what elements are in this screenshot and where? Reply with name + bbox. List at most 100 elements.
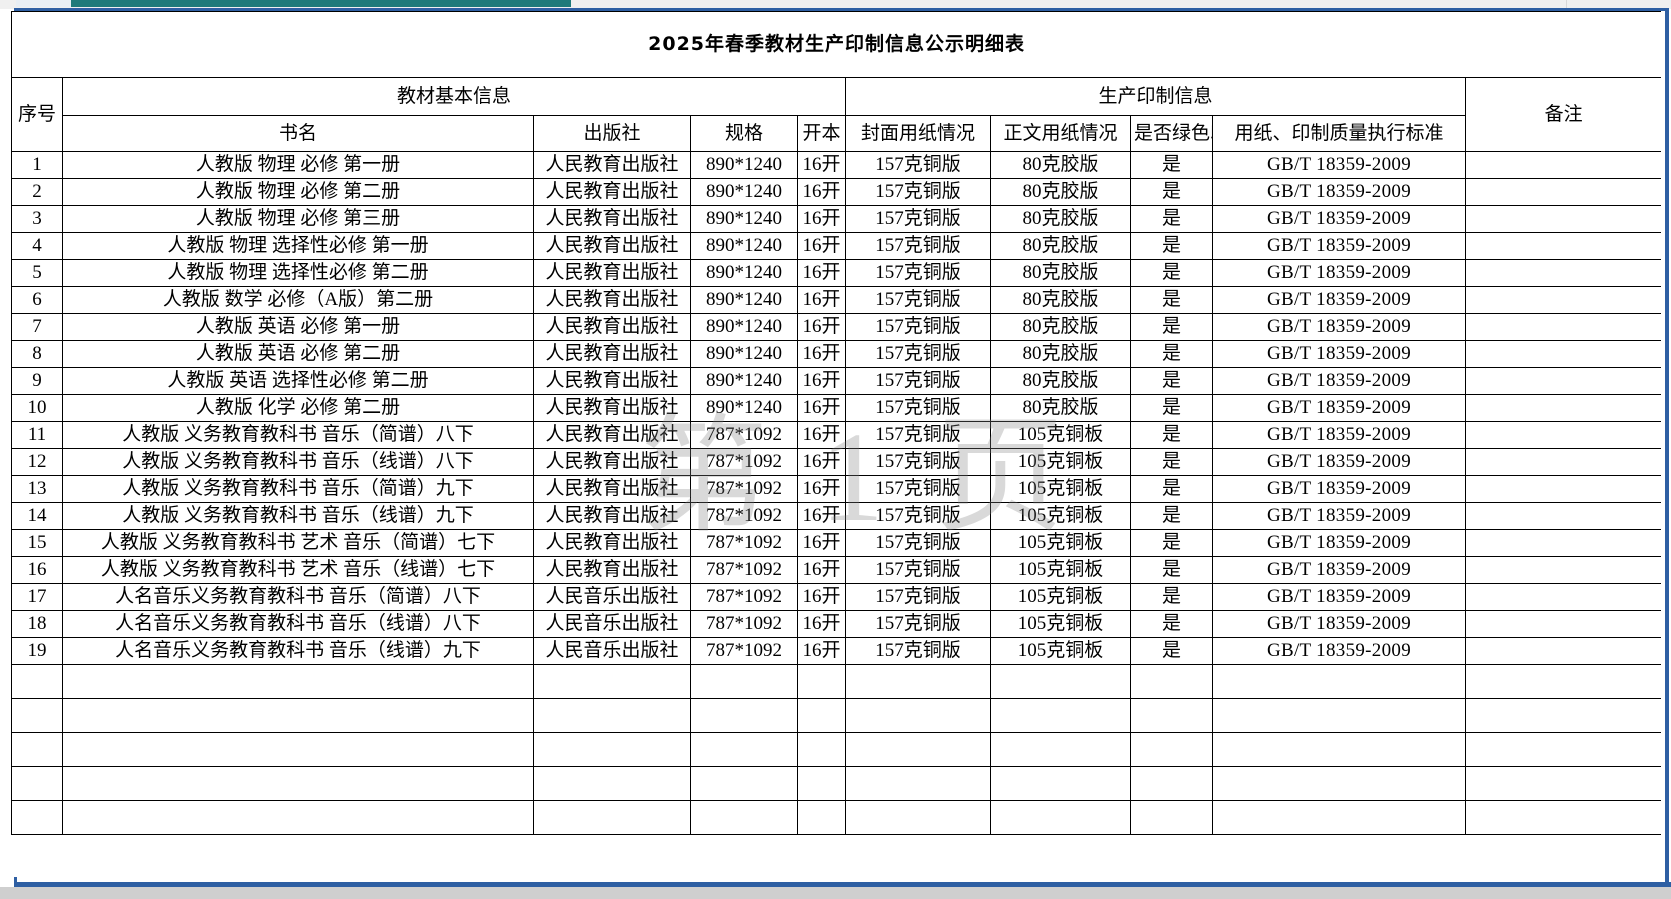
row-spec[interactable]: 787*1092	[690, 502, 798, 530]
row-note[interactable]	[1464, 610, 1661, 638]
row-quality-standard[interactable]: GB/T 18359-2009	[1212, 502, 1466, 530]
row-quality-standard[interactable]: GB/T 18359-2009	[1212, 340, 1466, 368]
row-index[interactable]: 3	[11, 205, 63, 233]
row-publisher[interactable]: 人民教育出版社	[533, 394, 691, 422]
row-book-name[interactable]: 人教版 物理 选择性必修 第一册	[62, 232, 534, 260]
row-note[interactable]	[1464, 502, 1661, 530]
row-green-print[interactable]: 是	[1130, 556, 1213, 584]
empty-cell[interactable]	[797, 732, 846, 767]
table-row[interactable]: 3 人教版 物理 必修 第三册 人民教育出版社 890*1240 16开 157克铜版 80…	[11, 205, 1661, 233]
row-publisher[interactable]: 人民教育出版社	[533, 340, 691, 368]
row-open-size[interactable]: 16开	[797, 421, 846, 449]
table-row[interactable]: 5 人教版 物理 选择性必修 第二册 人民教育出版社 890*1240 16开 157克铜…	[11, 259, 1661, 287]
row-index[interactable]: 11	[11, 421, 63, 449]
empty-cell[interactable]	[1212, 800, 1466, 835]
row-open-size[interactable]: 16开	[797, 448, 846, 476]
row-publisher[interactable]: 人民教育出版社	[533, 475, 691, 503]
empty-cell[interactable]	[1464, 800, 1661, 835]
row-spec[interactable]: 890*1240	[690, 367, 798, 395]
row-book-name[interactable]: 人教版 英语 选择性必修 第二册	[62, 367, 534, 395]
row-quality-standard[interactable]: GB/T 18359-2009	[1212, 610, 1466, 638]
row-cover-paper[interactable]: 157克铜版	[845, 448, 991, 476]
row-note[interactable]	[1464, 394, 1661, 422]
row-publisher[interactable]: 人民教育出版社	[533, 502, 691, 530]
row-green-print[interactable]: 是	[1130, 259, 1213, 287]
empty-cell[interactable]	[1130, 732, 1213, 767]
row-open-size[interactable]: 16开	[797, 394, 846, 422]
row-index[interactable]: 4	[11, 232, 63, 260]
row-green-print[interactable]: 是	[1130, 151, 1213, 179]
row-publisher[interactable]: 人民教育出版社	[533, 313, 691, 341]
row-cover-paper[interactable]: 157克铜版	[845, 178, 991, 206]
table-row-empty[interactable]	[11, 800, 1661, 835]
empty-cell[interactable]	[533, 766, 691, 801]
empty-cell[interactable]	[1212, 664, 1466, 699]
row-cover-paper[interactable]: 157克铜版	[845, 286, 991, 314]
row-body-paper[interactable]: 105克铜板	[990, 583, 1131, 611]
row-publisher[interactable]: 人民教育出版社	[533, 286, 691, 314]
table-row-empty[interactable]	[11, 698, 1661, 733]
row-book-name[interactable]: 人教版 化学 必修 第二册	[62, 394, 534, 422]
row-open-size[interactable]: 16开	[797, 232, 846, 260]
row-note[interactable]	[1464, 421, 1661, 449]
row-index[interactable]: 18	[11, 610, 63, 638]
empty-cell[interactable]	[1130, 800, 1213, 835]
row-body-paper[interactable]: 80克胶版	[990, 286, 1131, 314]
row-spec[interactable]: 787*1092	[690, 583, 798, 611]
row-open-size[interactable]: 16开	[797, 313, 846, 341]
row-book-name[interactable]: 人教版 义务教育教科书 艺术 音乐（线谱）七下	[62, 556, 534, 584]
row-quality-standard[interactable]: GB/T 18359-2009	[1212, 178, 1466, 206]
row-publisher[interactable]: 人民教育出版社	[533, 367, 691, 395]
row-body-paper[interactable]: 105克铜板	[990, 529, 1131, 557]
empty-cell[interactable]	[1130, 766, 1213, 801]
empty-cell[interactable]	[797, 766, 846, 801]
row-body-paper[interactable]: 105克铜板	[990, 475, 1131, 503]
empty-cell[interactable]	[1464, 664, 1661, 699]
row-open-size[interactable]: 16开	[797, 286, 846, 314]
row-note[interactable]	[1464, 232, 1661, 260]
row-note[interactable]	[1464, 286, 1661, 314]
row-cover-paper[interactable]: 157克铜版	[845, 367, 991, 395]
row-body-paper[interactable]: 105克铜板	[990, 556, 1131, 584]
row-index[interactable]: 17	[11, 583, 63, 611]
table-row[interactable]: 16 人教版 义务教育教科书 艺术 音乐（线谱）七下 人民教育出版社 787*1092…	[11, 556, 1661, 584]
row-open-size[interactable]: 16开	[797, 178, 846, 206]
row-open-size[interactable]: 16开	[797, 583, 846, 611]
row-quality-standard[interactable]: GB/T 18359-2009	[1212, 286, 1466, 314]
row-publisher[interactable]: 人民教育出版社	[533, 448, 691, 476]
row-open-size[interactable]: 16开	[797, 259, 846, 287]
row-publisher[interactable]: 人民教育出版社	[533, 529, 691, 557]
row-spec[interactable]: 787*1092	[690, 448, 798, 476]
row-body-paper[interactable]: 80克胶版	[990, 232, 1131, 260]
row-open-size[interactable]: 16开	[797, 556, 846, 584]
row-body-paper[interactable]: 80克胶版	[990, 394, 1131, 422]
row-book-name[interactable]: 人教版 物理 必修 第三册	[62, 205, 534, 233]
table-row[interactable]: 14 人教版 义务教育教科书 音乐（线谱）九下 人民教育出版社 787*1092 16开…	[11, 502, 1661, 530]
row-publisher[interactable]: 人民教育出版社	[533, 259, 691, 287]
row-body-paper[interactable]: 80克胶版	[990, 340, 1131, 368]
table-row[interactable]: 8 人教版 英语 必修 第二册 人民教育出版社 890*1240 16开 157克铜版 80…	[11, 340, 1661, 368]
empty-cell[interactable]	[990, 800, 1131, 835]
row-green-print[interactable]: 是	[1130, 232, 1213, 260]
row-green-print[interactable]: 是	[1130, 475, 1213, 503]
row-spec[interactable]: 787*1092	[690, 421, 798, 449]
row-quality-standard[interactable]: GB/T 18359-2009	[1212, 232, 1466, 260]
empty-cell[interactable]	[11, 800, 63, 835]
row-spec[interactable]: 890*1240	[690, 313, 798, 341]
row-quality-standard[interactable]: GB/T 18359-2009	[1212, 583, 1466, 611]
table-row[interactable]: 15 人教版 义务教育教科书 艺术 音乐（简谱）七下 人民教育出版社 787*1092…	[11, 529, 1661, 557]
empty-cell[interactable]	[845, 698, 991, 733]
empty-cell[interactable]	[11, 766, 63, 801]
table-row[interactable]: 7 人教版 英语 必修 第一册 人民教育出版社 890*1240 16开 157克铜版 80…	[11, 313, 1661, 341]
table-row-empty[interactable]	[11, 732, 1661, 767]
row-green-print[interactable]: 是	[1130, 502, 1213, 530]
empty-cell[interactable]	[533, 664, 691, 699]
empty-cell[interactable]	[990, 766, 1131, 801]
row-body-paper[interactable]: 105克铜板	[990, 637, 1131, 665]
table-row-empty[interactable]	[11, 664, 1661, 699]
row-index[interactable]: 2	[11, 178, 63, 206]
row-open-size[interactable]: 16开	[797, 502, 846, 530]
row-index[interactable]: 13	[11, 475, 63, 503]
table-row[interactable]: 19 人名音乐义务教育教科书 音乐（线谱）九下 人民音乐出版社 787*1092 16开…	[11, 637, 1661, 665]
row-cover-paper[interactable]: 157克铜版	[845, 637, 991, 665]
